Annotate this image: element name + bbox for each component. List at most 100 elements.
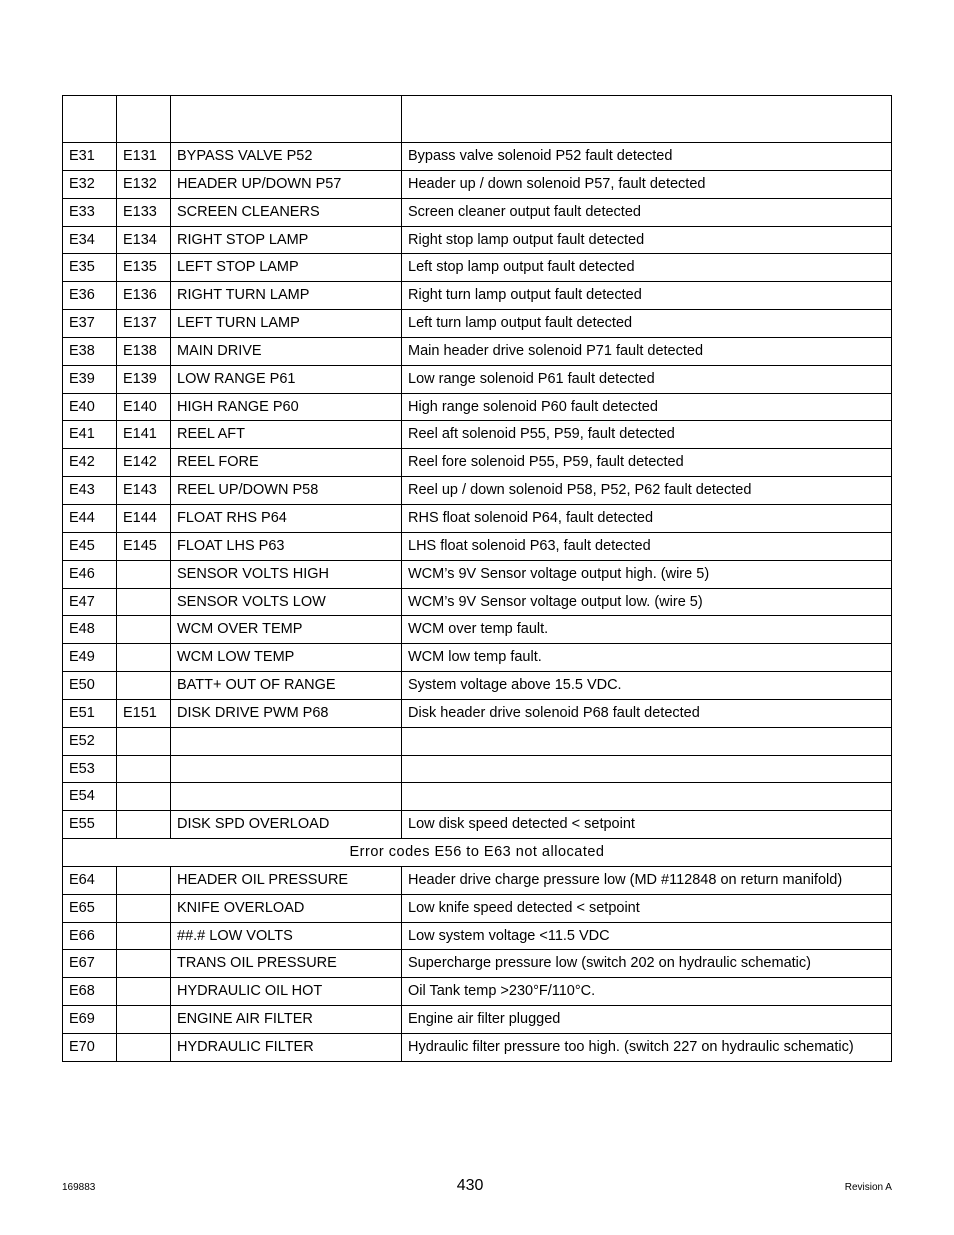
table-row: E69ENGINE AIR FILTEREngine air filter pl… <box>63 1006 892 1034</box>
table-row: E48WCM OVER TEMPWCM over temp fault. <box>63 616 892 644</box>
cell-col2 <box>117 1006 171 1034</box>
cell-col2 <box>117 978 171 1006</box>
cell-col4: Low disk speed detected < setpoint <box>402 811 892 839</box>
cell-col4 <box>402 727 892 755</box>
cell-col4: LHS float solenoid P63, fault detected <box>402 532 892 560</box>
cell-col2 <box>117 1034 171 1062</box>
cell-col3: HIGH RANGE P60 <box>171 393 402 421</box>
cell-col4: Reel fore solenoid P55, P59, fault detec… <box>402 449 892 477</box>
footer-revision: Revision A <box>845 1182 892 1193</box>
cell-col4: Screen cleaner output fault detected <box>402 198 892 226</box>
table-row: E46SENSOR VOLTS HIGHWCM’s 9V Sensor volt… <box>63 560 892 588</box>
error-code-table: E31E131BYPASS VALVE P52Bypass valve sole… <box>62 95 892 1062</box>
cell-col1: E38 <box>63 337 117 365</box>
cell-col3: LEFT TURN LAMP <box>171 310 402 338</box>
table-row: E53 <box>63 755 892 783</box>
table-row: E52 <box>63 727 892 755</box>
cell-col1: E34 <box>63 226 117 254</box>
cell-col2: E143 <box>117 477 171 505</box>
header-cell-4 <box>402 96 892 143</box>
cell-col2 <box>117 922 171 950</box>
cell-col3: REEL UP/DOWN P58 <box>171 477 402 505</box>
header-cell-2 <box>117 96 171 143</box>
cell-col3: SCREEN CLEANERS <box>171 198 402 226</box>
cell-col1: E64 <box>63 866 117 894</box>
cell-col1: E42 <box>63 449 117 477</box>
cell-col3: FLOAT RHS P64 <box>171 504 402 532</box>
cell-col4: Left turn lamp output fault detected <box>402 310 892 338</box>
cell-col3: MAIN DRIVE <box>171 337 402 365</box>
cell-col4: Header up / down solenoid P57, fault det… <box>402 170 892 198</box>
table-row: E66##.# LOW VOLTSLow system voltage <11.… <box>63 922 892 950</box>
cell-col3: TRANS OIL PRESSURE <box>171 950 402 978</box>
cell-col1: E65 <box>63 894 117 922</box>
cell-col1: E41 <box>63 421 117 449</box>
cell-col1: E36 <box>63 282 117 310</box>
cell-col4: RHS float solenoid P64, fault detected <box>402 504 892 532</box>
cell-col1: E35 <box>63 254 117 282</box>
cell-col4: Header drive charge pressure low (MD #11… <box>402 866 892 894</box>
cell-col4: Low range solenoid P61 fault detected <box>402 365 892 393</box>
table-row: E35E135LEFT STOP LAMPLeft stop lamp outp… <box>63 254 892 282</box>
cell-col1: E54 <box>63 783 117 811</box>
cell-col4: High range solenoid P60 fault detected <box>402 393 892 421</box>
cell-col4: Left stop lamp output fault detected <box>402 254 892 282</box>
cell-col4: System voltage above 15.5 VDC. <box>402 672 892 700</box>
cell-col4: Bypass valve solenoid P52 fault detected <box>402 143 892 171</box>
cell-col2: E142 <box>117 449 171 477</box>
cell-col3: ENGINE AIR FILTER <box>171 1006 402 1034</box>
cell-col1: E33 <box>63 198 117 226</box>
cell-col4: Supercharge pressure low (switch 202 on … <box>402 950 892 978</box>
cell-col4: Reel up / down solenoid P58, P52, P62 fa… <box>402 477 892 505</box>
cell-col2 <box>117 560 171 588</box>
cell-col1: E48 <box>63 616 117 644</box>
cell-col4: Right stop lamp output fault detected <box>402 226 892 254</box>
table-row: E54 <box>63 783 892 811</box>
cell-col1: E68 <box>63 978 117 1006</box>
table-row: E32E132HEADER UP/DOWN P57Header up / dow… <box>63 170 892 198</box>
cell-col2: E137 <box>117 310 171 338</box>
cell-col1: E67 <box>63 950 117 978</box>
cell-col3: KNIFE OVERLOAD <box>171 894 402 922</box>
cell-col3 <box>171 783 402 811</box>
cell-col1: E53 <box>63 755 117 783</box>
cell-col3 <box>171 755 402 783</box>
cell-col3: ##.# LOW VOLTS <box>171 922 402 950</box>
header-cell-3 <box>171 96 402 143</box>
header-cell-1 <box>63 96 117 143</box>
table-row: E41E141REEL AFTReel aft solenoid P55, P5… <box>63 421 892 449</box>
table-row: E31E131BYPASS VALVE P52Bypass valve sole… <box>63 143 892 171</box>
cell-col1: E45 <box>63 532 117 560</box>
cell-col2: E135 <box>117 254 171 282</box>
cell-col2: E131 <box>117 143 171 171</box>
cell-col4: Hydraulic filter pressure too high. (swi… <box>402 1034 892 1062</box>
page-container: E31E131BYPASS VALVE P52Bypass valve sole… <box>0 0 954 1235</box>
table-row: E47SENSOR VOLTS LOWWCM’s 9V Sensor volta… <box>63 588 892 616</box>
cell-col4: WCM low temp fault. <box>402 644 892 672</box>
cell-col1: E44 <box>63 504 117 532</box>
cell-col2: E134 <box>117 226 171 254</box>
cell-col1: E66 <box>63 922 117 950</box>
cell-col1: E40 <box>63 393 117 421</box>
table-row: Error codes E56 to E63 not allocated <box>63 839 892 867</box>
table-row: E40E140HIGH RANGE P60High range solenoid… <box>63 393 892 421</box>
table-body: E31E131BYPASS VALVE P52Bypass valve sole… <box>63 96 892 1062</box>
cell-col2: E151 <box>117 699 171 727</box>
cell-col4: WCM’s 9V Sensor voltage output low. (wir… <box>402 588 892 616</box>
cell-col1: E69 <box>63 1006 117 1034</box>
cell-col2: E145 <box>117 532 171 560</box>
cell-col1: E32 <box>63 170 117 198</box>
table-row: E42E142REEL FOREReel fore solenoid P55, … <box>63 449 892 477</box>
table-row: E45E145FLOAT LHS P63LHS float solenoid P… <box>63 532 892 560</box>
table-row: E55DISK SPD OVERLOADLow disk speed detec… <box>63 811 892 839</box>
cell-col2 <box>117 644 171 672</box>
table-row: E36E136RIGHT TURN LAMPRight turn lamp ou… <box>63 282 892 310</box>
cell-col1: E46 <box>63 560 117 588</box>
table-row: E64HEADER OIL PRESSUREHeader drive charg… <box>63 866 892 894</box>
cell-col1: E37 <box>63 310 117 338</box>
table-row: E33E133SCREEN CLEANERSScreen cleaner out… <box>63 198 892 226</box>
cell-col4 <box>402 783 892 811</box>
cell-col3: SENSOR VOLTS LOW <box>171 588 402 616</box>
cell-col3: WCM OVER TEMP <box>171 616 402 644</box>
table-row: E51E151DISK DRIVE PWM P68Disk header dri… <box>63 699 892 727</box>
